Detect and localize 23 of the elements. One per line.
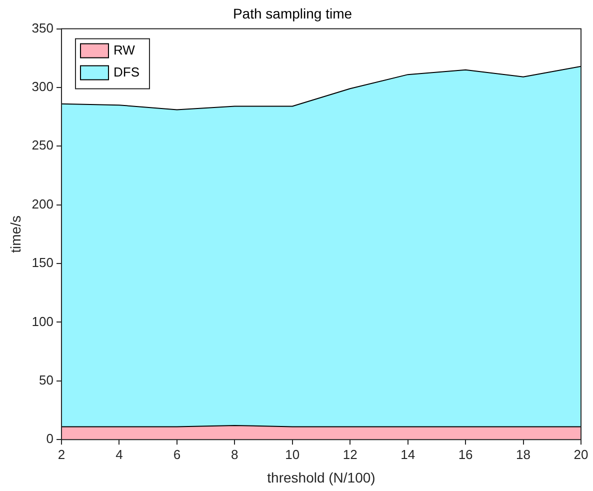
x-tick-label: 10 [285,446,300,462]
x-tick-label: 16 [458,446,473,462]
y-tick-label: 200 [32,196,54,212]
y-tick-label: 0 [46,431,54,446]
y-tick-label: 250 [32,138,54,153]
x-tick-label: 12 [342,446,358,462]
y-tick-label: 50 [39,372,54,388]
x-tick-label: 2 [58,446,66,462]
x-axis-title: threshold (N/100) [267,469,376,486]
y-axis-title: time/s [7,216,24,253]
y-tick-label: 350 [32,20,54,36]
x-tick-label: 6 [173,446,181,462]
x-tick-label: 8 [231,446,238,462]
x-tick-label: 14 [400,446,416,462]
y-tick-label: 150 [32,255,54,270]
legend-label: RW [113,42,136,58]
x-tick-label: 4 [116,446,123,462]
chart-title: Path sampling time [232,5,352,22]
y-tick-label: 300 [32,79,54,94]
x-tick-label: 20 [574,446,588,462]
legend-label: DFS [113,64,140,80]
x-tick-label: 18 [516,446,531,462]
y-tick-label: 100 [32,314,54,329]
